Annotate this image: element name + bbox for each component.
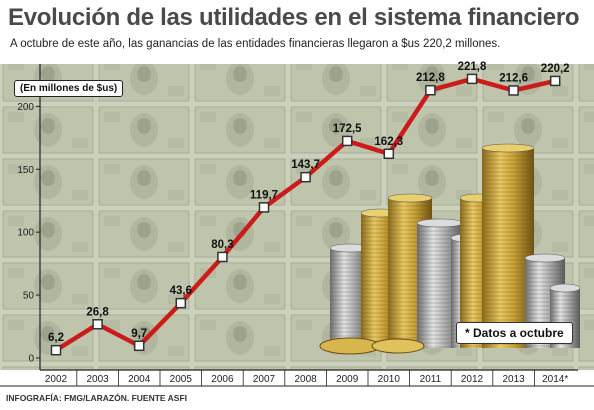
data-point <box>341 135 353 147</box>
unit-label: (En millones de $us) <box>14 80 124 97</box>
data-point <box>508 85 519 96</box>
x-tick-label: 2013 <box>502 374 525 385</box>
chart-subtitle: A octubre de este año, las ganancias de … <box>10 38 501 50</box>
x-tick-label: 2011 <box>420 374 442 385</box>
y-tick-label: 100 <box>17 228 34 239</box>
data-label: 220,2 <box>541 63 570 75</box>
data-point <box>425 84 436 96</box>
loose-coin <box>371 338 425 354</box>
data-label: 212,8 <box>416 72 445 84</box>
x-tick-label: 2008 <box>294 374 317 385</box>
data-label: 80,3 <box>211 239 233 251</box>
y-axis: 0 50 100 150 200 <box>17 64 41 370</box>
data-label: 6,2 <box>48 332 64 344</box>
data-point <box>217 251 228 263</box>
data-point <box>92 319 103 330</box>
data-label: 172,5 <box>333 123 362 135</box>
loose-coin <box>319 337 381 355</box>
data-label: 162,3 <box>374 136 403 148</box>
series-utilidades: 6,2 26,8 9,7 43,6 80,3 119,7 143,7 172,5 162,3 21… <box>48 61 570 356</box>
y-tick-label: 150 <box>17 165 34 176</box>
x-tick-label: 2004 <box>128 374 151 385</box>
data-point <box>466 73 478 85</box>
data-point <box>50 344 62 356</box>
x-axis: 2002 2003 2004 2005 2006 2007 2008 2009 2010 2011… <box>0 369 594 387</box>
x-tick-label: 2012 <box>461 374 484 385</box>
footnote-badge: * Datos a octubre <box>456 322 573 344</box>
data-point <box>549 75 561 87</box>
x-tick-label: 2010 <box>378 374 401 385</box>
data-point <box>175 297 187 309</box>
x-tick-label: 2009 <box>336 374 359 385</box>
data-label: 43,6 <box>170 285 192 297</box>
x-tick-label: 2005 <box>170 374 193 385</box>
data-label: 9,7 <box>131 328 147 340</box>
data-label: 143,7 <box>291 159 320 171</box>
data-point <box>383 148 395 160</box>
data-point <box>133 340 145 352</box>
x-tick-label: 2014* <box>542 374 568 385</box>
data-point <box>258 202 270 213</box>
source-credit: INFOGRAFÍA: FMG/LARAZÓN. FUENTE ASFI <box>6 393 188 403</box>
chart-title: Evolución de las utilidades en el sistem… <box>8 4 580 31</box>
x-tick-label: 2006 <box>211 374 234 385</box>
x-axis-band <box>0 370 594 386</box>
data-point <box>300 171 311 183</box>
data-label: 221,8 <box>458 61 487 73</box>
y-tick-label: 0 <box>28 354 34 365</box>
x-tick-label: 2003 <box>86 374 109 385</box>
data-label: 26,8 <box>86 306 109 318</box>
x-tick-label: 2007 <box>253 374 276 385</box>
data-label: 212,6 <box>499 72 528 84</box>
x-tick-label: 2002 <box>45 374 68 385</box>
y-tick-label: 200 <box>17 102 34 113</box>
y-tick-label: 50 <box>23 291 35 302</box>
data-label: 119,7 <box>250 189 278 201</box>
